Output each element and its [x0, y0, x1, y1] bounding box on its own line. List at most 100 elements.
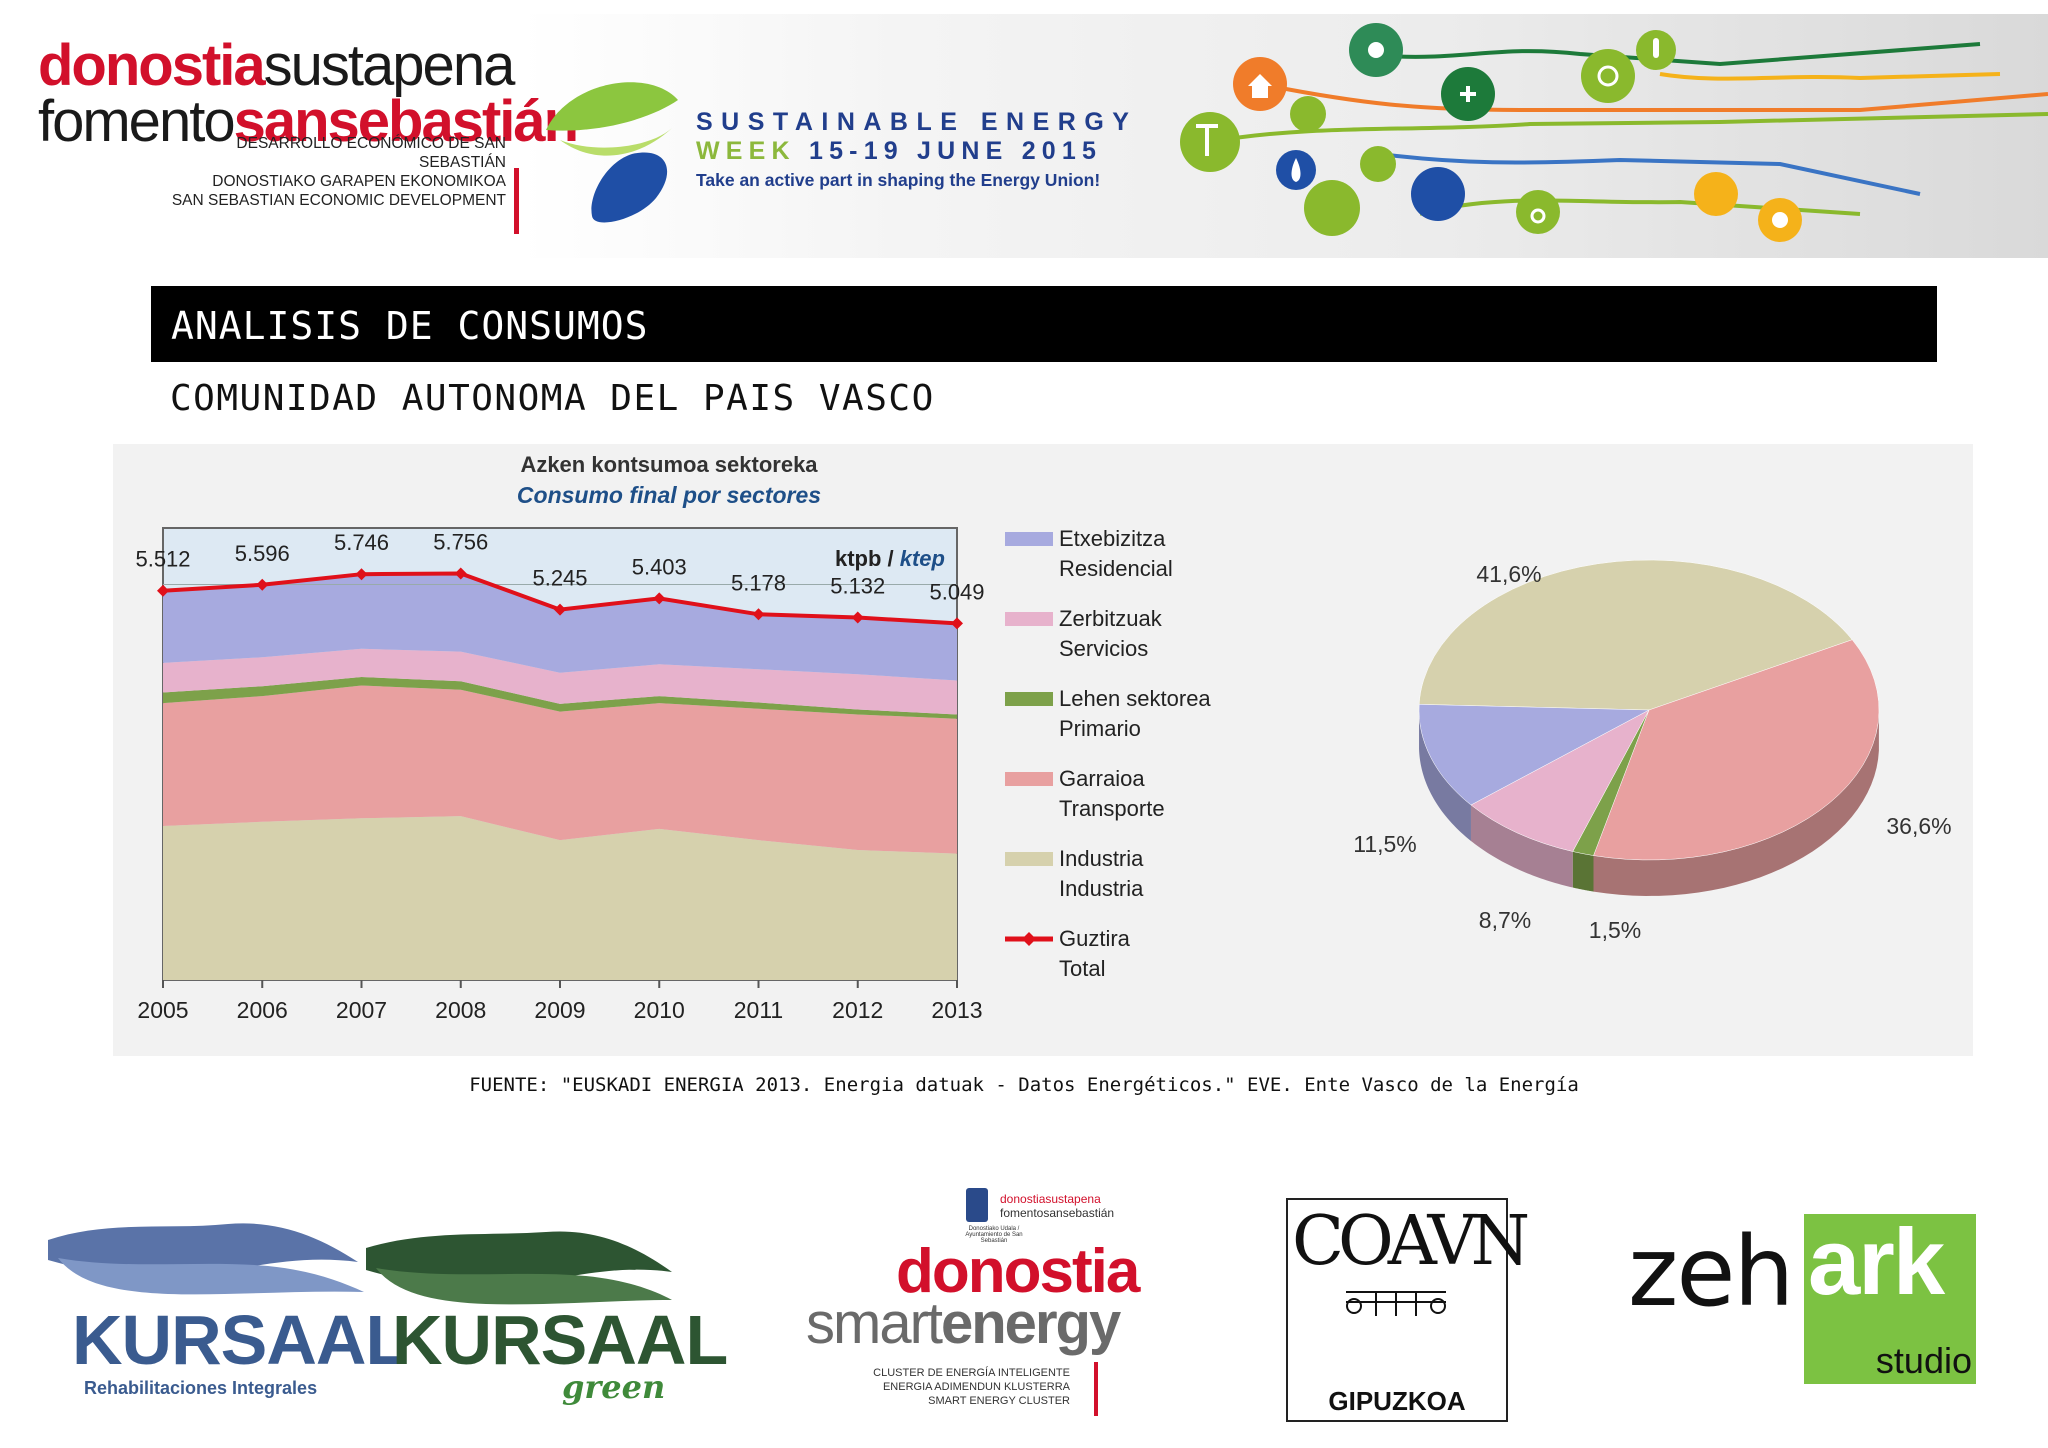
- wind-turbine-icon: [1180, 112, 1240, 172]
- total-marker: [951, 617, 963, 630]
- chart-title: Azken kontsumoa sektoreka: [520, 452, 818, 477]
- dse-word-smart: smart: [806, 1291, 943, 1356]
- x-tick-label: 2011: [734, 997, 783, 1023]
- pie-slice-side: [1593, 714, 1879, 896]
- x-tick-label: 2012: [832, 997, 883, 1023]
- legend-label: Guztira: [1059, 926, 1131, 951]
- brush-stroke-icon: [48, 1223, 364, 1295]
- dse-head-line: donostiasustapena: [1000, 1192, 1101, 1206]
- zehark-word-zeh: zeh: [1628, 1216, 1794, 1328]
- dse-accent-bar: [1094, 1362, 1098, 1416]
- event-dates-line: WEEK 15-19 JUNE 2015: [696, 137, 1166, 166]
- org-subtitle: DESARROLLO ECONÓMICO DE SAN SEBASTIÁN DO…: [150, 134, 506, 210]
- x-tick-label: 2008: [435, 997, 486, 1023]
- section-subtitle: COMUNIDAD AUTONOMA DEL PAIS VASCO: [170, 378, 935, 419]
- pie-slice-side: [1572, 851, 1594, 892]
- coavn-logo[interactable]: COAVN GIPUZKOA: [1286, 1198, 1530, 1422]
- area-series-2: [163, 677, 957, 719]
- leaf-house-icon: [1304, 180, 1360, 236]
- donostiasustapena-logo[interactable]: donostiasustapena fomentosansebastián: [38, 37, 579, 151]
- bicycle-icon: [1516, 190, 1560, 234]
- legend-swatch: [1005, 532, 1053, 546]
- kursaal-green-name: KURSAAL: [392, 1301, 728, 1379]
- architrave-icon: [1346, 1291, 1446, 1316]
- total-marker: [454, 567, 467, 580]
- event-week: WEEK: [696, 137, 796, 165]
- area-series-0: [163, 816, 957, 980]
- total-data-label: 5.049: [929, 579, 984, 604]
- fuel-pump-icon: [1411, 167, 1465, 221]
- legend-label: Total: [1059, 956, 1105, 981]
- kursaal-green-logo[interactable]: KURSAAL green: [366, 1208, 728, 1420]
- zehark-green-box: ark studio: [1804, 1209, 1976, 1384]
- compass-icon: [1581, 49, 1635, 103]
- legend-label: Servicios: [1059, 636, 1148, 661]
- total-data-label: 5.132: [830, 574, 885, 599]
- unit-label: ktpb / ktep: [835, 546, 945, 571]
- legend-marker: [1022, 932, 1036, 946]
- x-tick-label: 2007: [336, 997, 387, 1023]
- x-tick-label: 2005: [137, 997, 188, 1023]
- pie-slice: [1593, 639, 1880, 861]
- zehark-studio-logo[interactable]: ark studio zeh: [1628, 1209, 1984, 1386]
- legend-label: Industria: [1059, 846, 1144, 871]
- x-tick-label: 2006: [237, 997, 288, 1023]
- total-data-label: 5.403: [632, 554, 687, 579]
- total-data-label: 5.178: [731, 570, 786, 595]
- legend-label: Etxebizitza: [1059, 526, 1166, 551]
- pie-slice-side: [1470, 804, 1573, 888]
- total-marker: [554, 603, 566, 616]
- zehark-word-studio: studio: [1875, 1340, 1972, 1381]
- legend-swatch: [1005, 692, 1053, 706]
- legend-label: Residencial: [1059, 556, 1173, 581]
- total-marker: [653, 592, 666, 605]
- total-data-label: 5.512: [135, 547, 190, 572]
- org-subtitle-line: DESARROLLO ECONÓMICO DE SAN SEBASTIÁN: [236, 135, 506, 171]
- kursaal-logo[interactable]: KURSAAL Rehabilitaciones Integrales: [48, 1200, 408, 1420]
- city-crest-icon: [966, 1188, 988, 1222]
- total-data-label: 5.245: [532, 566, 587, 591]
- cloud-icon: [1360, 146, 1396, 182]
- total-marker: [256, 578, 269, 591]
- brush-stroke-icon: [366, 1231, 672, 1305]
- x-axis: 2005 2006 2007 2008 2009 2010 2011 2012 2013: [137, 980, 983, 1023]
- dse-cluster-line: CLUSTER DE ENERGÍA INTELIGENTE: [873, 1367, 1070, 1379]
- chart-panel: Azken kontsumoa sektoreka Consumo final …: [113, 444, 1973, 1056]
- dse-word-energy: energy: [941, 1291, 1121, 1356]
- x-tick-label: 2013: [931, 997, 982, 1023]
- legend-swatch: [1005, 772, 1053, 786]
- donostia-smartenergy-logo[interactable]: Donostiako Udala / Ayuntamiento de San S…: [790, 1186, 1140, 1418]
- consumption-chart: Azken kontsumoa sektoreka Consumo final …: [135, 452, 1952, 1023]
- total-data-label: 5.596: [235, 541, 290, 566]
- legend-label: Transporte: [1059, 796, 1165, 821]
- total-marker: [752, 608, 765, 621]
- chart-legend: Etxebizitza Residencial Zerbitzuak Servicio…: [1005, 526, 1211, 981]
- section-title-bar: ANALISIS DE CONSUMOS: [151, 286, 1937, 362]
- kursaal-name: KURSAAL: [72, 1301, 408, 1379]
- unit-label-eu: ktpb: [835, 546, 881, 571]
- brand-word: sansebastián: [233, 89, 580, 154]
- x-tick-label: 2010: [634, 997, 685, 1023]
- eu-energy-leaf-icon: [546, 82, 678, 223]
- org-subtitle-line: DONOSTIAKO GARAPEN EKONOMIKOA: [212, 173, 506, 190]
- legend-label: Zerbitzuak: [1059, 606, 1163, 631]
- brand-word: donostia: [38, 33, 266, 98]
- legend-swatch: [1005, 612, 1053, 626]
- area-series-3: [163, 648, 957, 715]
- x-tick-label: 2009: [534, 997, 585, 1023]
- event-dates: 15-19 JUNE 2015: [808, 137, 1103, 165]
- event-title: SUSTAINABLE ENERGY: [696, 108, 1138, 136]
- legend-label: Industria: [1059, 876, 1144, 901]
- legend-label: Primario: [1059, 716, 1141, 741]
- brand-word: fomento: [38, 89, 236, 154]
- pie-slice-label: 8,7%: [1479, 907, 1531, 933]
- unit-label-es: ktep: [900, 546, 945, 571]
- dse-word-smartenergy: smartenergy: [806, 1290, 1121, 1357]
- pie-slice: [1418, 704, 1650, 806]
- pie-slice: [1418, 559, 1853, 711]
- pie-chart: 41,6% 36,6% 1,5% 8,7% 11,5%: [1353, 559, 1952, 943]
- total-marker: [851, 611, 864, 624]
- chart-subtitle: Consumo final por sectores: [517, 482, 821, 508]
- coavn-name: COAVN: [1292, 1202, 1530, 1281]
- source-citation: FUENTE: "EUSKADI ENERGIA 2013. Energia d…: [469, 1074, 1579, 1096]
